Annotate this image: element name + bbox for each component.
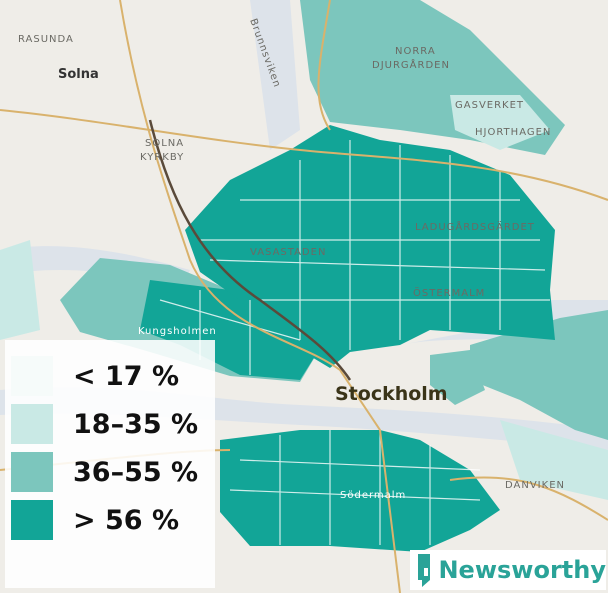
zone <box>0 240 40 340</box>
place-label: DANVIKEN <box>505 480 565 491</box>
streets <box>159 140 550 545</box>
place-label: RASUNDA <box>18 34 74 45</box>
zone <box>430 350 485 405</box>
zone <box>470 310 608 440</box>
logo-text: Newsworthy <box>438 556 606 584</box>
legend-label: < 17 % <box>73 360 180 392</box>
place-label: DJURGÅRDEN <box>372 58 450 71</box>
place-label: LADUGÅRDSGÄRDET <box>415 220 535 233</box>
railway <box>148 119 352 381</box>
zone <box>185 125 555 368</box>
legend-item: < 17 % <box>11 356 179 396</box>
place-label: HJORTHAGEN <box>475 127 551 138</box>
place-label: KYRKBY <box>140 152 184 163</box>
legend: < 17 % 18–35 % 36–55 % > 56 % <box>5 340 215 588</box>
place-label: VASASTADEN <box>250 247 326 258</box>
legend-swatch <box>11 452 53 492</box>
legend-label: 36–55 % <box>73 456 199 488</box>
place-label: SOLNA <box>145 138 184 149</box>
legend-swatch <box>11 356 53 396</box>
place-label: Solna <box>58 67 99 82</box>
place-label: Södermalm <box>340 490 406 501</box>
legend-item: 36–55 % <box>11 452 198 492</box>
logo-icon <box>418 554 431 587</box>
legend-swatch <box>11 500 53 540</box>
water <box>250 0 300 150</box>
zone <box>450 95 550 150</box>
zone <box>140 280 322 380</box>
place-label: Stockholm <box>335 383 448 405</box>
legend-label: > 56 % <box>73 504 180 536</box>
place-label: NORRA <box>395 46 436 57</box>
logo: Newsworthy <box>410 550 606 590</box>
legend-item: > 56 % <box>11 500 179 540</box>
zone <box>500 420 608 500</box>
legend-item: 18–35 % <box>11 404 198 444</box>
place-label: Kungsholmen <box>138 326 217 337</box>
place-label: ÖSTERMALM <box>413 286 485 299</box>
place-label: GASVERKET <box>455 100 524 111</box>
legend-swatch <box>11 404 53 444</box>
legend-label: 18–35 % <box>73 408 199 440</box>
